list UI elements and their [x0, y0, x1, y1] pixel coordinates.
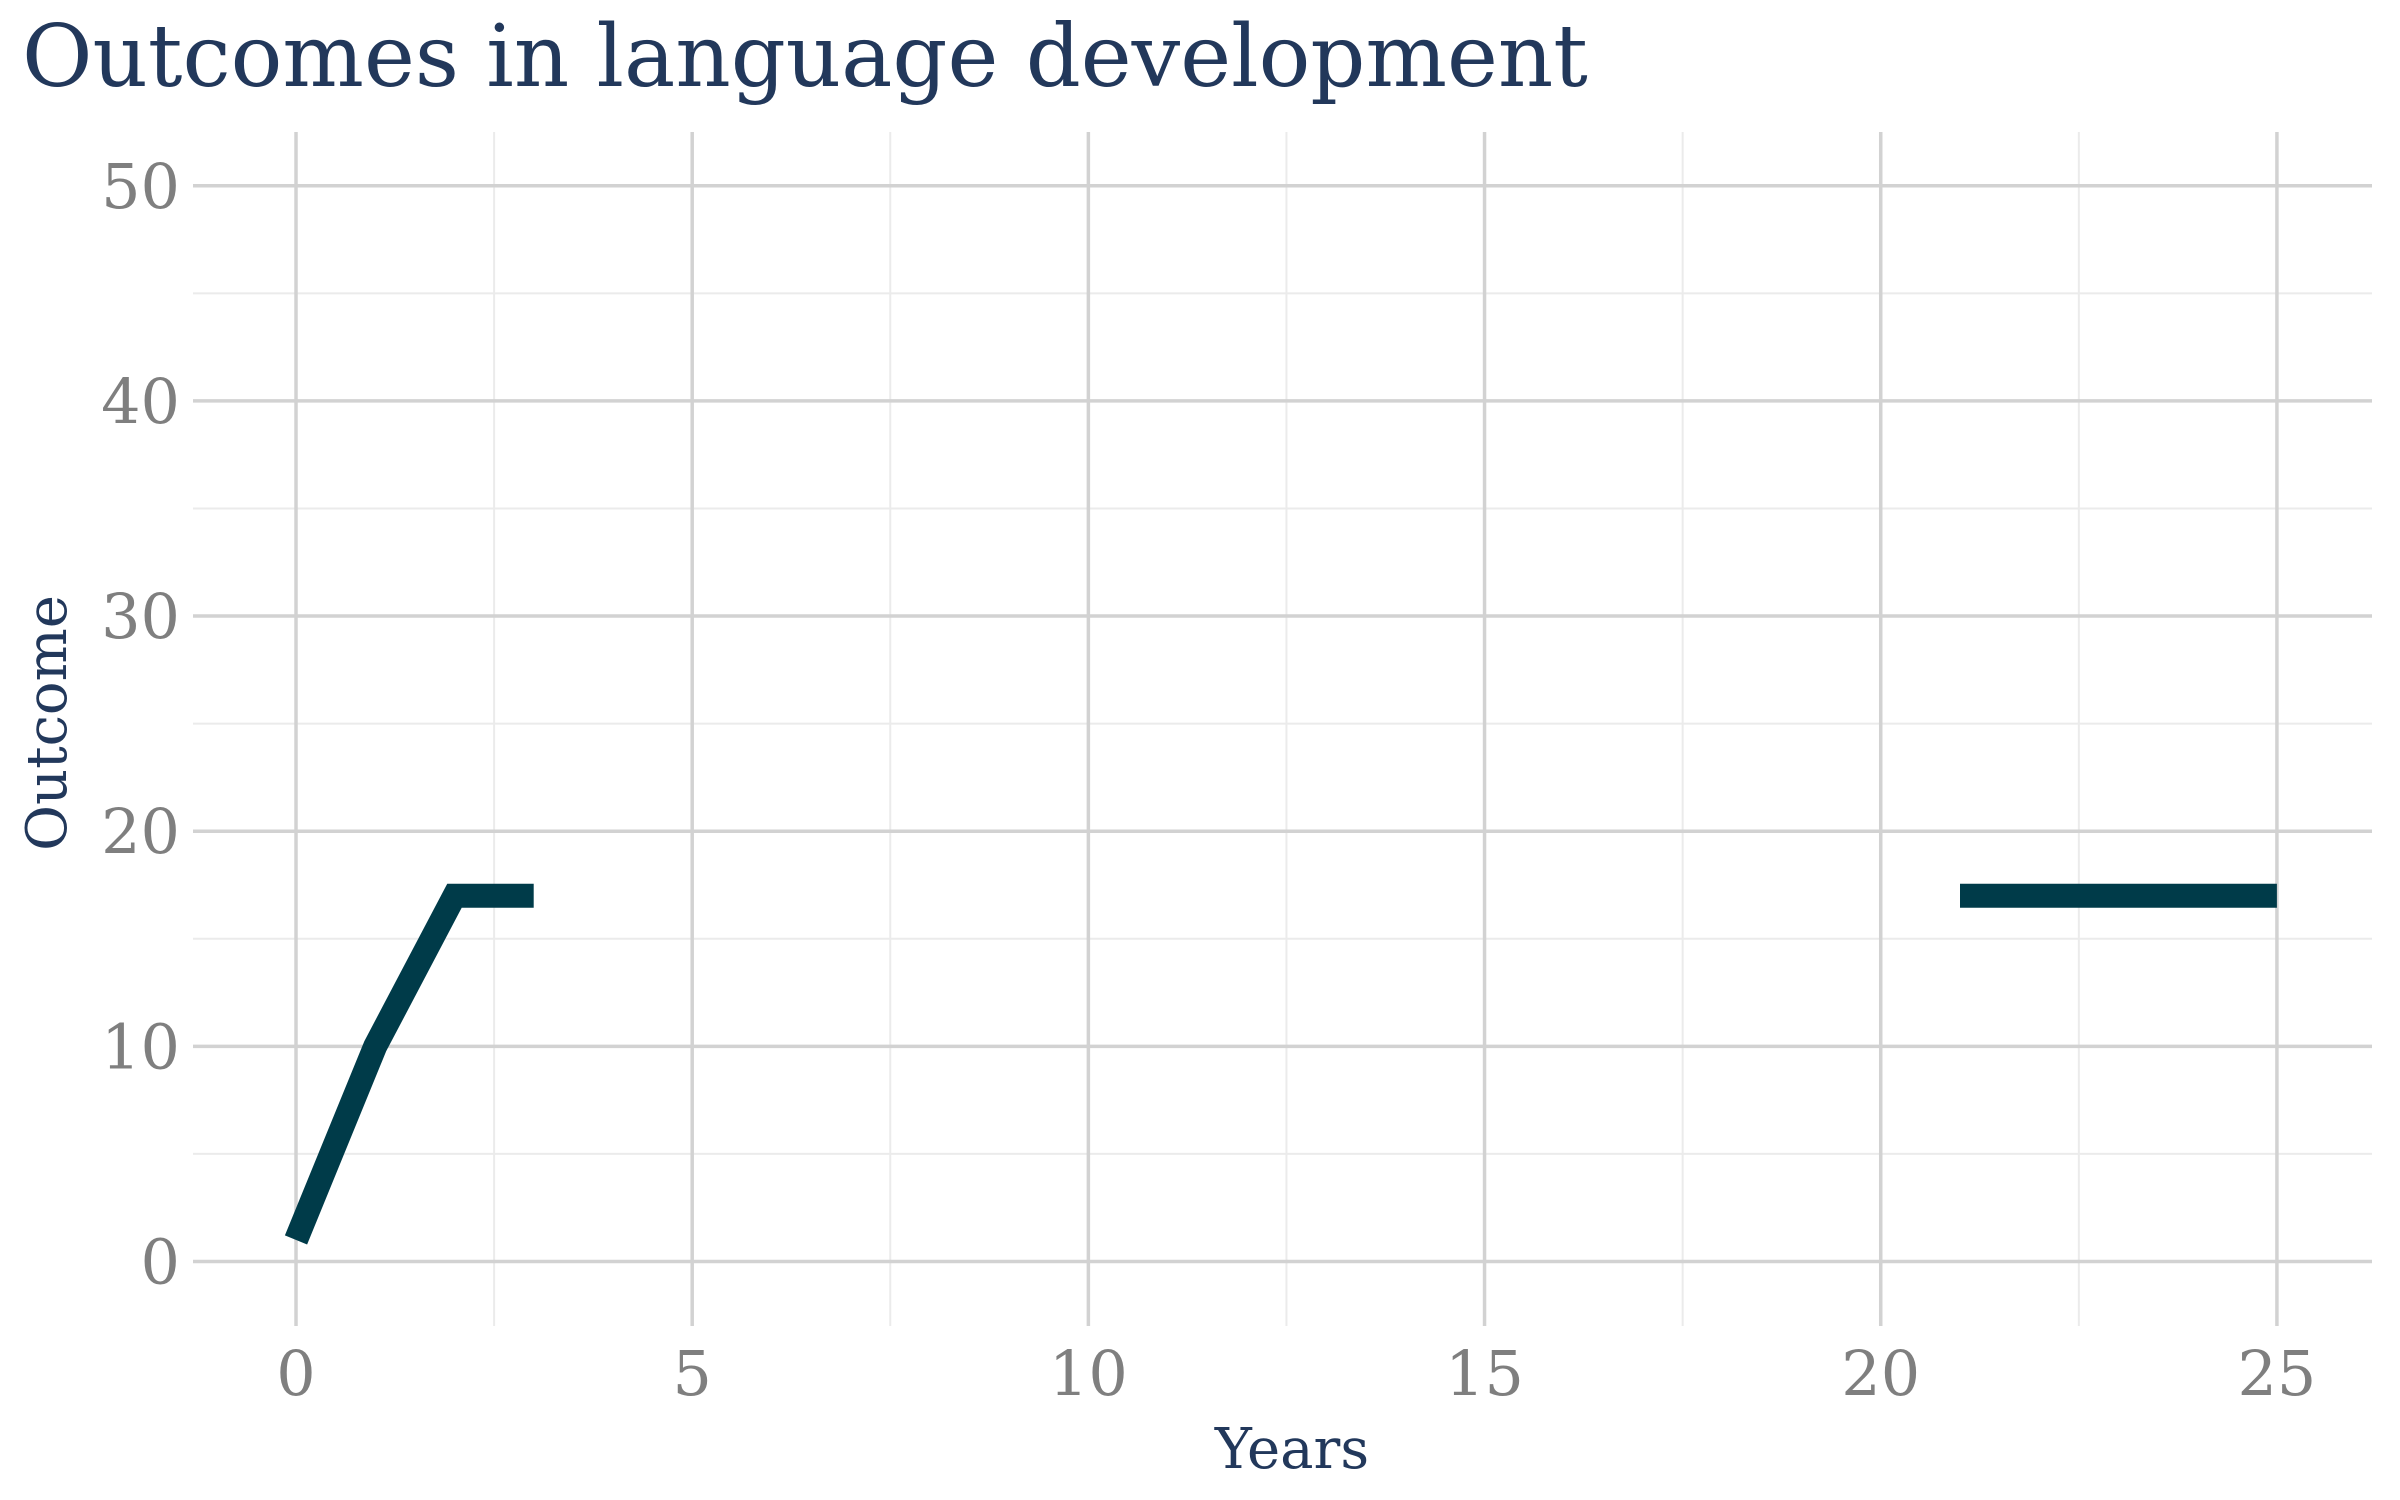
x-tick-label: 10: [1049, 1337, 1128, 1410]
series-layer: [284, 883, 2277, 1245]
chart-title: Outcomes in language development: [22, 7, 1588, 107]
y-tick-label: 0: [141, 1225, 180, 1298]
x-tick-label: 0: [276, 1337, 315, 1410]
y-tick-label: 40: [101, 365, 180, 438]
x-axis-title: Years: [1214, 1417, 1369, 1482]
x-tick-label: 15: [1445, 1337, 1524, 1410]
x-tick-label: 5: [672, 1337, 711, 1410]
grid: [193, 132, 2372, 1326]
y-tick-label: 30: [101, 580, 180, 653]
y-axis-title: Outcome: [15, 595, 80, 851]
tick-labels: 0 5 10 15 20 25 0 10 20 30 40 50: [101, 150, 2316, 1410]
x-tick-label: 25: [2237, 1337, 2316, 1410]
x-tick-label: 20: [1841, 1337, 1920, 1410]
series-line-segment-1: [284, 883, 534, 1245]
y-tick-label: 50: [101, 150, 180, 223]
y-tick-label: 20: [101, 795, 180, 868]
y-tick-label: 10: [101, 1010, 180, 1083]
